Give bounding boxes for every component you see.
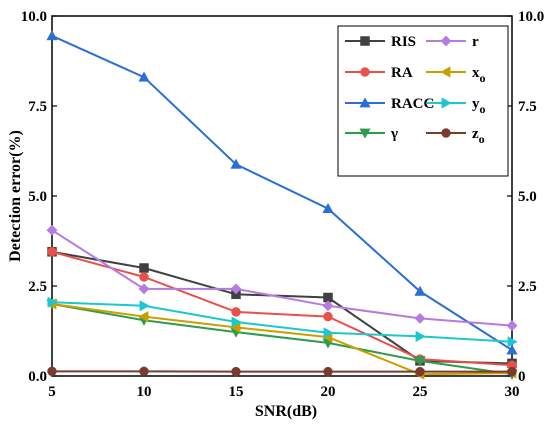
x-axis-title: SNR(dB): [255, 403, 317, 420]
series-line: [51, 250, 513, 367]
legend-marker: [360, 36, 370, 46]
data-point: [507, 366, 517, 377]
data-point: [47, 366, 57, 377]
y-tick-label: 5.0: [28, 189, 47, 205]
data-point: [507, 336, 518, 348]
legend-label: r: [472, 34, 479, 50]
legend-item: RA: [345, 65, 413, 81]
y-tick-label-right: 5.0: [518, 189, 537, 205]
legend-label: RIS: [391, 34, 416, 50]
series-layer: [46, 30, 518, 380]
y-tick-label-right: 7.5: [518, 99, 537, 115]
legend-item: RIS: [345, 34, 416, 50]
data-point: [139, 263, 149, 273]
data-point: [415, 366, 425, 377]
data-point: [323, 311, 333, 322]
data-point: [231, 316, 242, 328]
y-tick-label: 10.0: [21, 9, 47, 25]
data-point: [138, 71, 150, 82]
data-point: [231, 307, 241, 317]
legend-marker: [359, 97, 371, 108]
x-tick-label: 25: [413, 384, 428, 400]
y-tick-label-right: 0: [518, 369, 526, 385]
data-point: [139, 300, 150, 312]
data-point: [415, 330, 426, 342]
data-point: [139, 366, 149, 377]
data-point: [414, 356, 426, 367]
legend-item: γ: [345, 126, 398, 142]
series-1: [47, 247, 517, 370]
data-point: [322, 202, 334, 213]
legend-item: r: [426, 34, 479, 50]
legend-marker: [440, 35, 452, 47]
legend-item: RACC: [345, 96, 434, 112]
x-tick-label: 15: [229, 384, 244, 400]
data-point: [230, 283, 242, 295]
data-point: [323, 366, 333, 377]
legend-marker: [440, 66, 451, 78]
data-point: [46, 30, 58, 41]
series-line: [51, 250, 513, 365]
data-point: [138, 311, 149, 323]
series-3: [46, 299, 518, 380]
series-line: [51, 34, 513, 351]
series-5: [46, 298, 517, 380]
series-line: [51, 303, 513, 376]
data-point: [138, 283, 150, 295]
data-point: [323, 327, 334, 339]
x-tick-label: 20: [321, 384, 336, 400]
axes: 0.0 0 2.5 2.5 5.0 5.0 7.5 7.5 10.0 10.0 5 10 15 20 25 3…: [21, 9, 545, 400]
x-tick-label: 5: [48, 384, 56, 400]
legend-label: RA: [391, 65, 413, 81]
series-line: [51, 303, 513, 376]
y-tick-label-right: 2.5: [518, 279, 537, 295]
legend-label: γ: [390, 126, 398, 142]
data-point: [231, 366, 241, 377]
data-point: [230, 158, 242, 169]
y-tick-label: 7.5: [28, 99, 47, 115]
legend-label-subscript: o: [480, 102, 486, 116]
y-tick-label-right: 10.0: [518, 9, 544, 25]
data-point: [506, 344, 518, 355]
data-point: [47, 296, 58, 308]
data-point: [139, 272, 149, 282]
data-point: [322, 300, 334, 312]
legend-label-subscript: o: [479, 132, 485, 146]
legend-marker: [441, 97, 452, 109]
series-4: [46, 224, 518, 332]
x-tick-label: 30: [505, 384, 520, 400]
series-line: [51, 229, 513, 327]
series-6: [47, 296, 518, 348]
x-tick-label: 10: [137, 384, 152, 400]
legend-marker: [360, 67, 370, 77]
y-axis-title: Detection error(%): [7, 130, 24, 262]
data-point: [414, 312, 426, 324]
data-point: [414, 285, 426, 296]
series-2: [46, 30, 518, 355]
legend-marker: [441, 128, 451, 138]
y-tick-label: 2.5: [28, 279, 47, 295]
legend-label-subscript: o: [480, 71, 486, 85]
legend-label: RACC: [391, 96, 434, 112]
legend-item: zo: [426, 126, 485, 146]
y-tick-label: 0.0: [28, 369, 47, 385]
data-point: [46, 224, 58, 236]
legend-marker: [359, 128, 371, 139]
series-7: [47, 366, 517, 377]
series-line: [51, 301, 513, 343]
data-point: [47, 247, 57, 257]
data-point: [506, 320, 518, 332]
